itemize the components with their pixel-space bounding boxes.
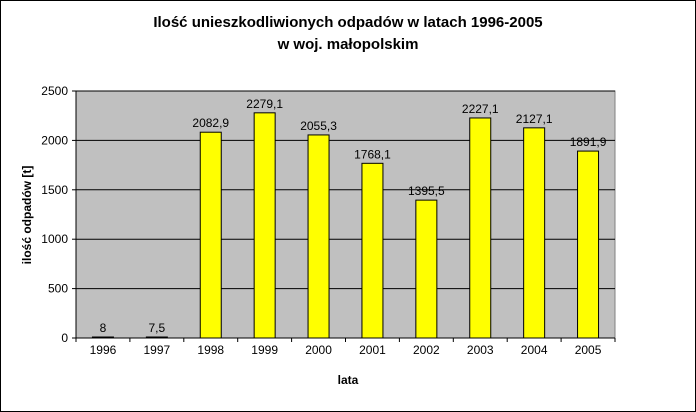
chart-subtitle: w woj. małopolskim: [277, 36, 419, 53]
data-label-1997: 7,5: [149, 321, 166, 335]
y-tick-label: 0: [61, 331, 68, 345]
bar-2004: [523, 127, 546, 339]
x-tick-label-2004: 2004: [521, 343, 548, 357]
data-label-2001: 1768,1: [354, 147, 391, 161]
bar-2002: [415, 199, 438, 339]
x-tick-label-2000: 2000: [305, 343, 332, 357]
y-tick-label: 2000: [41, 133, 68, 147]
chart-title: Ilość unieszkodliwionych odpadów w latac…: [153, 14, 543, 31]
y-tick-label: 1500: [41, 183, 68, 197]
data-label-2004: 2127,1: [516, 112, 553, 126]
x-axis-label: lata: [337, 373, 359, 387]
bar-1996: [91, 336, 114, 339]
x-tick-label-1998: 1998: [197, 343, 224, 357]
y-tick-label: 500: [48, 282, 68, 296]
bar-2003: [469, 117, 492, 339]
bar-1997: [145, 336, 168, 339]
data-label-2002: 1395,5: [408, 184, 445, 198]
data-label-1999: 2279,1: [246, 97, 283, 111]
x-tick-label-1999: 1999: [251, 343, 278, 357]
y-tick-label: 2500: [41, 84, 68, 98]
x-tick-label-2002: 2002: [413, 343, 440, 357]
x-tick-label-2001: 2001: [359, 343, 386, 357]
data-label-1996: 8: [100, 321, 107, 335]
bar-1998: [199, 131, 222, 339]
x-tick-label-2003: 2003: [467, 343, 494, 357]
bar-1999: [253, 112, 276, 339]
bar-2005: [577, 150, 600, 339]
x-tick-label-1996: 1996: [90, 343, 117, 357]
y-tick-label: 1000: [41, 232, 68, 246]
data-label-1998: 2082,9: [192, 116, 229, 130]
x-tick-label-1997: 1997: [143, 343, 170, 357]
data-label-2000: 2055,3: [300, 119, 337, 133]
x-tick-label-2005: 2005: [575, 343, 602, 357]
bar-2001: [361, 162, 384, 339]
data-label-2005: 1891,9: [570, 135, 607, 149]
data-label-2003: 2227,1: [462, 102, 499, 116]
bar-2000: [307, 134, 330, 339]
